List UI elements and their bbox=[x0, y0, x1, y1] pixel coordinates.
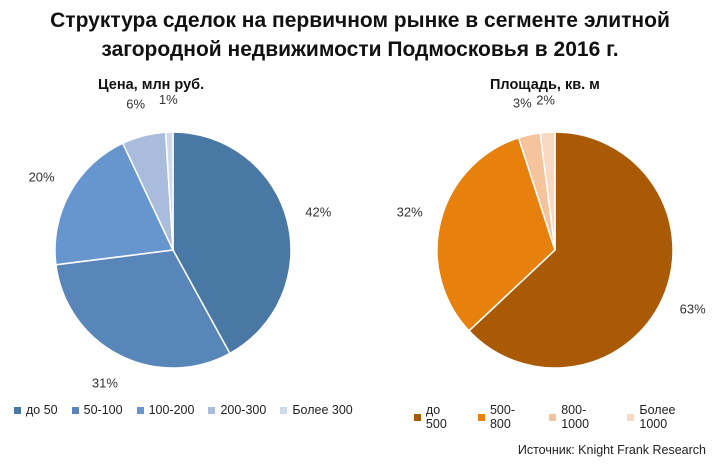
price-legend-swatch-4 bbox=[280, 406, 288, 414]
price-legend-item-1: 50-100 bbox=[71, 403, 123, 417]
price-slice-1 bbox=[55, 249, 231, 369]
area-slice-label-0: 63% bbox=[680, 302, 706, 317]
area-legend-label-0: до 500 bbox=[425, 403, 447, 431]
price-legend: до 50 50-100 100-200 200-300 Более 300 bbox=[14, 403, 367, 417]
area-legend-swatch-1 bbox=[478, 413, 485, 421]
price-legend-swatch-2 bbox=[136, 406, 144, 414]
source-note: Источник: Knight Frank Research bbox=[517, 443, 706, 457]
price-slice-0 bbox=[172, 131, 292, 355]
area-legend: до 500 500-800 800-1000 Более 1000 bbox=[414, 403, 720, 431]
title-line-1: Структура сделок на первичном рынке в се… bbox=[50, 9, 670, 32]
area-legend-item-3: Более 1000 bbox=[627, 403, 706, 431]
price-slice-label-3: 6% bbox=[126, 97, 145, 112]
title-line-2: загородной недвижимости Подмосковья в 20… bbox=[101, 38, 619, 61]
area-legend-swatch-3 bbox=[627, 413, 635, 421]
price-legend-label-2: 100-200 bbox=[148, 403, 195, 417]
price-slice-label-0: 42% bbox=[305, 205, 331, 220]
price-slice-label-1: 31% bbox=[92, 376, 118, 391]
area-slice-0 bbox=[467, 131, 674, 369]
price-legend-swatch-1 bbox=[71, 406, 79, 414]
price-legend-swatch-3 bbox=[208, 406, 216, 414]
area-legend-label-1: 500-800 bbox=[489, 403, 515, 431]
price-slice-2 bbox=[54, 142, 175, 266]
price-legend-label-0: до 50 bbox=[26, 403, 58, 417]
area-legend-item-2: 800-1000 bbox=[549, 403, 613, 431]
area-legend-swatch-2 bbox=[549, 413, 557, 421]
price-legend-item-0: до 50 bbox=[14, 403, 58, 417]
price-legend-item-2: 100-200 bbox=[136, 403, 195, 417]
price-legend-item-3: 200-300 bbox=[208, 403, 266, 417]
price-legend-label-3: 200-300 bbox=[220, 403, 267, 417]
price-slice-4 bbox=[164, 131, 174, 251]
price-legend-label-1: 50-100 bbox=[83, 403, 123, 417]
chart-title-main: Структура сделок на первичном рынке в се… bbox=[0, 6, 720, 64]
area-slice-3 bbox=[539, 131, 556, 251]
area-slice-label-2: 3% bbox=[513, 96, 532, 111]
price-slice-label-2: 20% bbox=[29, 170, 55, 185]
price-legend-swatch-0 bbox=[14, 406, 21, 414]
area-chart-title: Площадь, кв. м bbox=[490, 77, 600, 93]
area-legend-item-0: до 500 bbox=[414, 403, 464, 431]
price-chart-title: Цена, млн руб. bbox=[98, 77, 205, 93]
price-legend-label-4: Более 300 bbox=[292, 403, 353, 417]
area-slice-label-1: 32% bbox=[397, 205, 423, 220]
area-slice-1 bbox=[436, 136, 556, 332]
area-legend-label-3: Более 1000 bbox=[639, 403, 676, 431]
area-legend-swatch-0 bbox=[414, 413, 421, 421]
area-legend-item-1: 500-800 bbox=[478, 403, 535, 431]
area-slice-label-3: 2% bbox=[536, 92, 555, 107]
pie-charts-canvas: 42% 31% 20% 6% 1% 63% 32% 3% 2% bbox=[29, 92, 707, 391]
area-legend-label-2: 800-1000 bbox=[561, 403, 590, 431]
price-slice-label-4: 1% bbox=[159, 92, 178, 107]
price-legend-item-4: Более 300 bbox=[280, 403, 353, 417]
